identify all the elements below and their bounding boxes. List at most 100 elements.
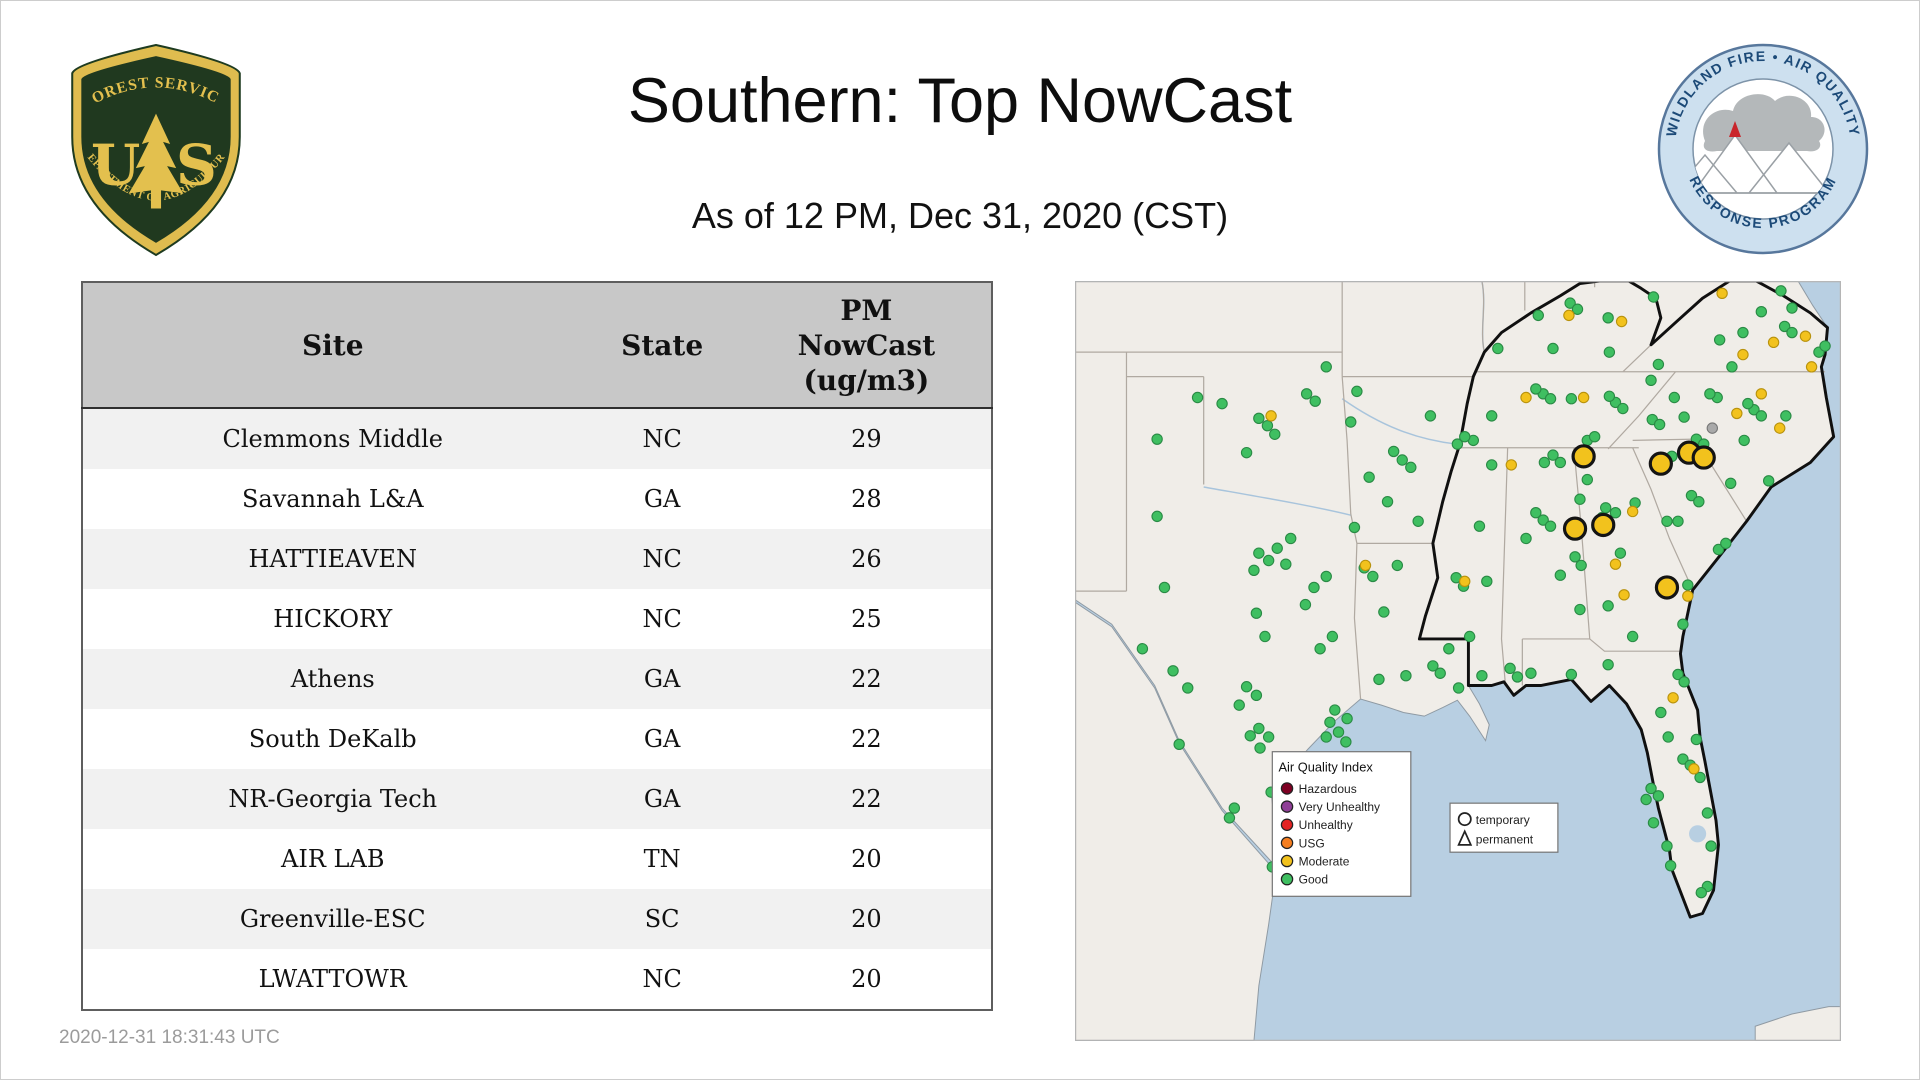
monitor-dot-moderate (1577, 391, 1590, 404)
monitor-dot-good (1363, 471, 1375, 483)
monitor-dot-good (1387, 445, 1400, 458)
monitor-dot-good (1640, 793, 1652, 806)
state-cell: NC (642, 545, 682, 573)
monitor-dot-good (1652, 358, 1665, 371)
aqi-legend-label: Good (1299, 873, 1328, 887)
monitor-dot-good (1262, 731, 1275, 743)
monitor-dot-good (1737, 326, 1749, 339)
monitor-dot-good (1693, 495, 1705, 508)
temporary-marker-label: temporary (1476, 813, 1530, 827)
monitor-dot-good (1661, 840, 1673, 852)
monitor-dot-good (1396, 454, 1408, 466)
generation-timestamp: 2020-12-31 18:31:43 UTC (59, 1027, 280, 1048)
monitor-dot-good (1664, 859, 1677, 872)
state-cell: NC (642, 605, 682, 633)
state-cell: NC (642, 965, 682, 993)
aqi-legend-label: Hazardous (1299, 782, 1357, 796)
monitor-dot-good (1532, 309, 1544, 322)
monitor-dot-good (1713, 334, 1726, 346)
monitor-dot-good (1690, 733, 1703, 746)
monitor-dot-good (1345, 416, 1357, 428)
monitor-dot-good (1182, 682, 1194, 694)
permanent-marker-label: permanent (1476, 833, 1534, 847)
monitor-dot-moderate (1618, 589, 1630, 601)
monitor-dot-good (1574, 603, 1586, 616)
monitor-dot-moderate (1774, 422, 1786, 434)
monitor-dot-moderate (1459, 575, 1471, 588)
monitor-dot-good (1427, 660, 1439, 672)
monitor-dot-good (1694, 771, 1706, 784)
monitor-dot-good (1424, 410, 1437, 422)
monitor-dot-good (1653, 418, 1666, 431)
table-header-row: Site State PM NowCast (ug/m3) (82, 282, 992, 409)
monitor-dot-good (1569, 551, 1581, 563)
table-row: LWATTOWR NC 20 (82, 949, 992, 1010)
monitor-dot-good (1486, 410, 1498, 422)
monitor-dot-moderate (1799, 330, 1812, 342)
monitor-dot-good (1280, 558, 1292, 570)
monitor-dot-good (1626, 630, 1639, 643)
monitor-dot-moderate (1737, 348, 1749, 361)
aqi-legend-title: Air Quality Index (1278, 759, 1373, 774)
monitor-dot-good (1695, 886, 1707, 899)
monitor-dots-layer (1136, 285, 1831, 899)
monitor-dot-good (1373, 673, 1385, 686)
monitor-dot-good (1755, 410, 1768, 422)
monitor-dot-good (1299, 598, 1312, 611)
monitor-dot-moderate (1626, 505, 1639, 518)
value-cell: 26 (851, 545, 882, 573)
monitor-dot-good (1755, 306, 1768, 318)
monitor-dot-good (1233, 699, 1245, 711)
monitor-dot-good (1173, 738, 1185, 751)
monitor-dot-good (1775, 285, 1787, 297)
usfs-letter-u: U (91, 132, 140, 198)
monitor-dot-good (1677, 618, 1689, 630)
monitor-dot-good (1250, 607, 1263, 619)
monitor-dot-good (1492, 342, 1504, 355)
monitor-dot-good (1645, 782, 1657, 795)
monitor-dot-good (1720, 537, 1732, 550)
monitor-dot-good (1738, 434, 1750, 447)
nowcast-table-body: Clemmons Middle NC 29 Savannah L&A GA 28 HATTI… (82, 408, 992, 1010)
monitor-dot-good (1240, 446, 1253, 459)
monitor-dot-good (1778, 320, 1791, 333)
value-cell: 22 (851, 725, 882, 753)
monitor-dot-good (1678, 411, 1690, 423)
monitor-dot-good (1167, 665, 1179, 677)
monitor-dot-good (1381, 495, 1394, 508)
monitor-dot-moderate (1359, 559, 1372, 572)
fire-flame-icon (1729, 121, 1741, 137)
table-row: South DeKalb GA 22 (82, 709, 992, 769)
aqi-legend-box (1271, 751, 1412, 897)
monitor-dot-good (1269, 428, 1281, 440)
state-cell: GA (643, 785, 681, 813)
monitor-dot-good (1647, 817, 1660, 829)
monitor-dot-good (1309, 395, 1321, 407)
monitor-dot-good (1285, 532, 1297, 545)
monitor-dot-good (1647, 291, 1660, 303)
monitor-dot-good (1574, 493, 1586, 505)
state-cell: TN (643, 845, 681, 873)
site-cell: HATTIEAVEN (248, 545, 417, 573)
monitor-dot-good (1602, 312, 1614, 324)
monitor-dot-good (1588, 431, 1601, 443)
marker-type-legend: temporary permanent (1449, 802, 1559, 853)
monitor-dot-good (1614, 547, 1627, 559)
monitor-dot-good (1554, 456, 1567, 469)
monitor-dot-good (1262, 554, 1275, 567)
value-cell: 22 (851, 785, 882, 813)
monitor-dot-good (1223, 812, 1236, 824)
monitor-dot-good (1704, 388, 1716, 400)
aqi-legend-swatch (1280, 836, 1294, 850)
site-cell: Clemmons Middle (222, 425, 443, 453)
monitor-dot-good (1726, 361, 1738, 373)
monitor-dot-moderate (1615, 315, 1628, 328)
monitor-dot-good (1151, 433, 1163, 445)
monitor-dot-good (1603, 390, 1616, 402)
monitor-dot-good (1481, 575, 1493, 588)
monitor-dot-good (1662, 731, 1674, 743)
monitor-dot-good (1677, 753, 1689, 765)
state-cell: GA (643, 665, 681, 693)
monitor-dot-moderate (1767, 336, 1780, 349)
